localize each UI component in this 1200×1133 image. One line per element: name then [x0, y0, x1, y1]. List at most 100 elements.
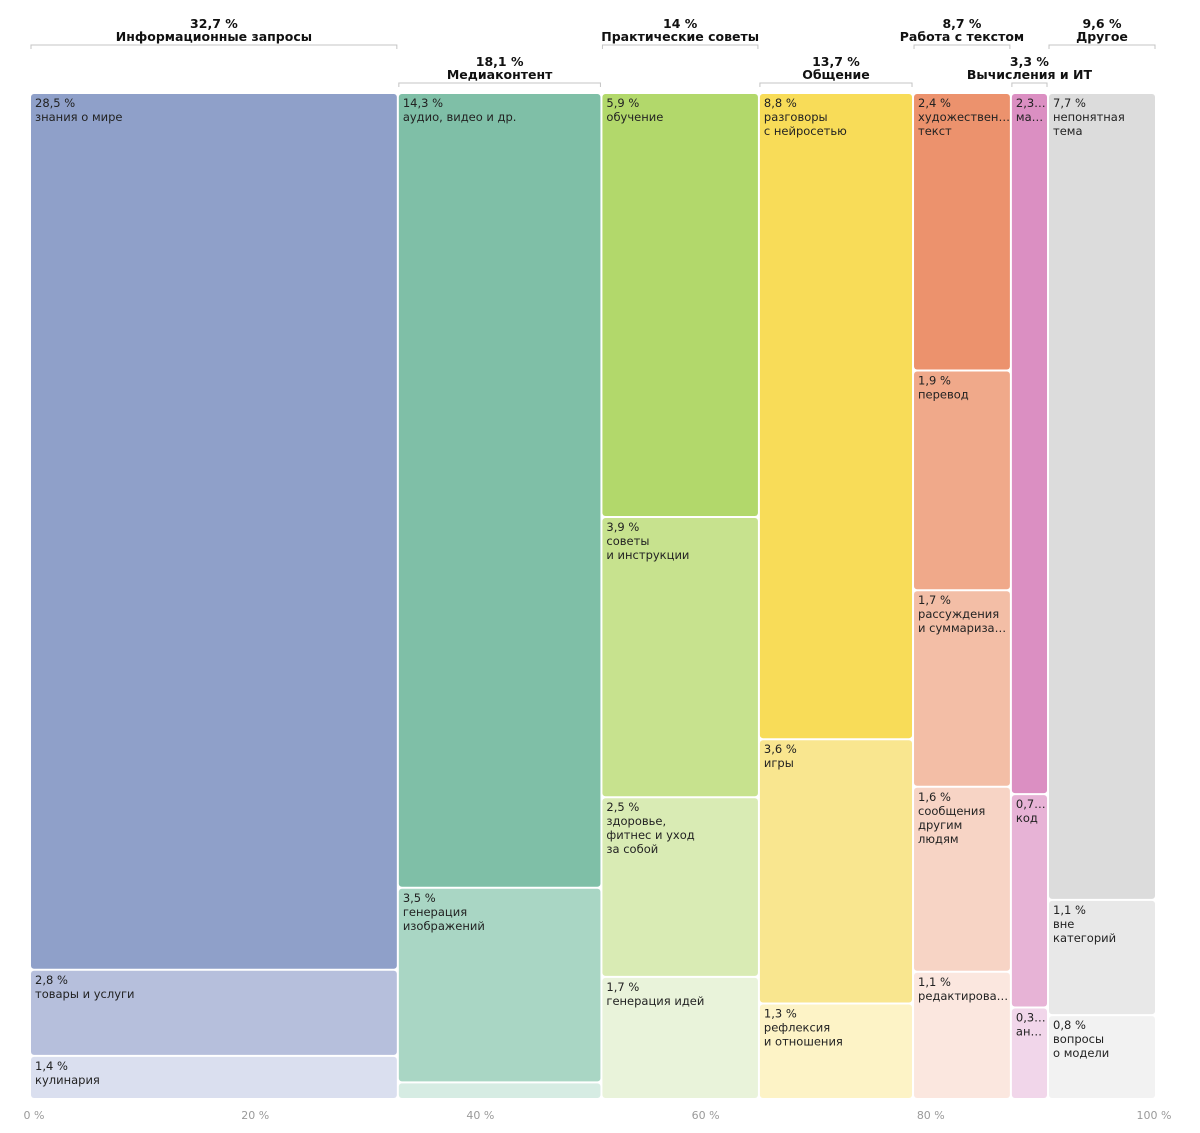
segment-rect	[31, 970, 397, 1055]
segment-category-label: разговоры	[764, 110, 828, 124]
segment-rect	[602, 798, 758, 976]
segment-rect	[1011, 94, 1048, 794]
segment-rect	[1011, 795, 1048, 1007]
segment-category-label: о модели	[1053, 1046, 1109, 1060]
group-bracket	[601, 44, 759, 49]
group-share-label: 9,6 %	[1082, 16, 1121, 31]
segment-value-label: 3,6 %	[764, 742, 797, 756]
segment-category-label: вопросы	[1053, 1032, 1104, 1046]
group-share-label: 3,3 %	[1010, 54, 1049, 69]
segment-value-label: 0,7…	[1016, 797, 1046, 811]
segment-value-label: 0,3…	[1016, 1011, 1046, 1025]
segment-rect	[602, 94, 758, 516]
segment-category-label: аудио, видео и др.	[403, 110, 517, 124]
segment-rect	[1049, 900, 1155, 1015]
segment-category-label: рефлексия	[764, 1021, 830, 1035]
segment-category-label: ма…	[1016, 110, 1043, 124]
segment-category-label: и отношения	[764, 1035, 843, 1049]
group-name-label: Работа с текстом	[900, 29, 1024, 44]
segment-category-label: фитнес и уход	[606, 828, 694, 842]
segment-value-label: 1,7 %	[918, 593, 951, 607]
segment-rect	[914, 972, 1010, 1098]
segment-rect	[602, 517, 758, 797]
segment-category-label: редактирова…	[918, 989, 1008, 1003]
segment-category-label: знания о мире	[35, 110, 122, 124]
segment-category-label: код	[1016, 811, 1038, 825]
segment-category-label: кулинария	[35, 1073, 100, 1087]
segment-rect	[914, 94, 1010, 370]
segment-category-label: генерация идей	[606, 994, 704, 1008]
x-tick-label: 100 %	[1137, 1109, 1172, 1122]
segment-category-label: и инструкции	[606, 548, 689, 562]
x-tick-label: 20 %	[241, 1109, 269, 1122]
segment-value-label: 2,4 %	[918, 96, 951, 110]
group-name-label: Вычисления и ИТ	[967, 67, 1093, 82]
group-bracket	[398, 82, 601, 87]
segment-rect	[914, 591, 1010, 786]
segment-category-label: категорий	[1053, 931, 1116, 945]
x-tick-label: 60 %	[692, 1109, 720, 1122]
group-share-label: 13,7 %	[812, 54, 860, 69]
segment-category-label: изображений	[403, 919, 485, 933]
segment-rect	[759, 94, 913, 739]
segment-value-label: 1,4 %	[35, 1059, 68, 1073]
group-name-label: Практические советы	[601, 29, 759, 44]
group-name-label: Общение	[802, 67, 870, 82]
group-bracket	[759, 82, 913, 87]
segment-rect	[398, 94, 601, 887]
segment-value-label: 1,6 %	[918, 790, 951, 804]
segment-category-label: за собой	[606, 842, 658, 856]
segment-value-label: 0,8 %	[1053, 1018, 1086, 1032]
segment-value-label: 3,9 %	[606, 520, 639, 534]
segment-category-label: и суммариза…	[918, 621, 1006, 635]
segment-category-label: ан…	[1016, 1025, 1042, 1039]
group-share-label: 8,7 %	[942, 16, 981, 31]
segment-rect	[759, 740, 913, 1003]
segment-rect	[1049, 1016, 1155, 1098]
group-share-label: 32,7 %	[190, 16, 238, 31]
segment-category-label: сообщения	[918, 804, 985, 818]
segment-rect	[1049, 94, 1155, 899]
segment-value-label: 1,9 %	[918, 374, 951, 388]
group-bracket	[913, 44, 1011, 49]
segment-rect	[759, 1004, 913, 1098]
group-share-label: 14 %	[663, 16, 698, 31]
segment-value-label: 2,8 %	[35, 973, 68, 987]
segment-rect	[31, 1056, 397, 1098]
segment-value-label: 1,1 %	[918, 975, 951, 989]
segment-value-label: 14,3 %	[403, 96, 443, 110]
x-tick-label: 80 %	[917, 1109, 945, 1122]
segment-value-label: 1,7 %	[606, 980, 639, 994]
group-bracket	[30, 44, 398, 49]
group-bracket	[1011, 82, 1048, 87]
segment-value-label: 1,1 %	[1053, 903, 1086, 917]
group-bracket	[1048, 44, 1156, 49]
group-name-label: Медиаконтент	[447, 67, 553, 82]
segment-category-label: с нейросетью	[764, 124, 847, 138]
segment-category-label: непонятная	[1053, 110, 1125, 124]
segment-rect	[914, 371, 1010, 590]
x-tick-label: 0 %	[24, 1109, 45, 1122]
segment-category-label: рассуждения	[918, 607, 999, 621]
x-tick-label: 40 %	[466, 1109, 494, 1122]
segment-category-label: игры	[764, 756, 794, 770]
segment-rect	[914, 787, 1010, 971]
segment-category-label: советы	[606, 534, 649, 548]
segment-category-label: генерация	[403, 905, 467, 919]
segment-value-label: 3,5 %	[403, 891, 436, 905]
segment-category-label: тема	[1053, 124, 1083, 138]
segment-rect	[398, 888, 601, 1082]
segment-value-label: 28,5 %	[35, 96, 75, 110]
segment-category-label: людям	[918, 832, 959, 846]
segment-rect	[398, 1083, 601, 1098]
group-share-label: 18,1 %	[476, 54, 524, 69]
segment-value-label: 2,3…	[1016, 96, 1046, 110]
segment-category-label: здоровье,	[606, 814, 666, 828]
segment-category-label: обучение	[606, 110, 663, 124]
segment-category-label: товары и услуги	[35, 987, 135, 1001]
segment-value-label: 8,8 %	[764, 96, 797, 110]
segment-rect	[1011, 1008, 1048, 1098]
segment-value-label: 2,5 %	[606, 800, 639, 814]
segment-value-label: 7,7 %	[1053, 96, 1086, 110]
